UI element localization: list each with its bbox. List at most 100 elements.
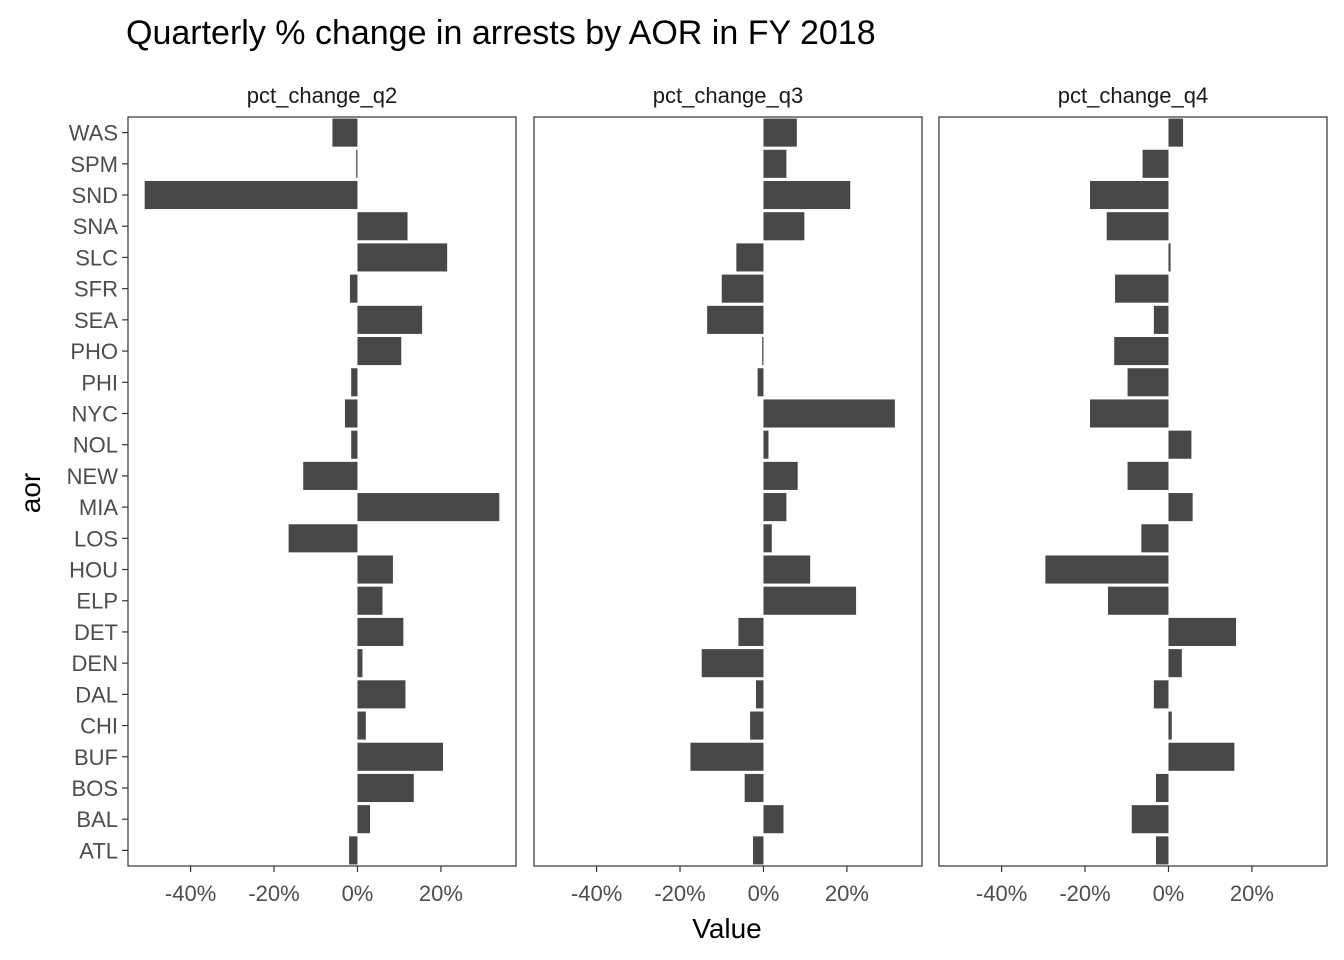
x-axis-title: Value	[692, 913, 762, 944]
x-tick-label: 20%	[419, 881, 463, 906]
x-tick-label: -20%	[248, 881, 299, 906]
bar-pct_change_q3-SNA	[763, 212, 805, 241]
bar-pct_change_q3-SLC	[736, 243, 764, 272]
bar-pct_change_q3-SEA	[707, 305, 764, 334]
bar-pct_change_q4-DEN	[1168, 649, 1182, 678]
y-axis-title: aor	[15, 473, 46, 513]
y-tick-label-BOS: BOS	[72, 776, 118, 801]
bar-pct_change_q2-ATL	[349, 836, 358, 865]
bar-pct_change_q3-PHO	[762, 337, 764, 366]
bar-pct_change_q3-ELP	[763, 586, 857, 615]
bar-pct_change_q4-BOS	[1155, 773, 1169, 803]
bar-pct_change_q2-NYC	[344, 399, 358, 428]
bar-pct_change_q2-HOU	[357, 555, 393, 584]
chart-panels: pct_change_q2 -40% -20% 0% 20% pct_change_q3 -…	[67, 83, 1328, 906]
bar-pct_change_q2-WAS	[332, 118, 358, 147]
y-tick-label-DEN: DEN	[72, 651, 118, 676]
bar-pct_change_q2-BUF	[357, 742, 443, 771]
bar-pct_change_q4-SLC	[1168, 243, 1171, 272]
y-tick-label-ELP: ELP	[76, 589, 118, 614]
x-tick-label: -40%	[976, 881, 1027, 906]
x-tick-label: 20%	[1230, 881, 1274, 906]
x-tick-label: 0%	[748, 881, 780, 906]
bar-pct_change_q3-SPM	[763, 149, 787, 178]
bar-pct_change_q3-DET	[738, 617, 764, 646]
panel-border-pct_change_q2	[127, 116, 517, 867]
bar-pct_change_q2-MIA	[357, 493, 500, 522]
bar-pct_change_q3-BUF	[690, 742, 764, 771]
panel-border-pct_change_q3	[533, 116, 923, 867]
bar-pct_change_q4-PHI	[1127, 368, 1169, 397]
bar-pct_change_q4-ATL	[1155, 836, 1169, 865]
bar-pct_change_q4-PHO	[1114, 337, 1169, 366]
bar-pct_change_q3-BAL	[763, 805, 784, 834]
x-tick-label: -20%	[1059, 881, 1110, 906]
bar-pct_change_q2-SLC	[357, 243, 448, 272]
bar-pct_change_q3-DEN	[701, 649, 764, 678]
bar-pct_change_q3-DAL	[755, 680, 764, 709]
bar-pct_change_q3-SFR	[721, 274, 764, 303]
y-tick-label-DAL: DAL	[75, 682, 118, 707]
bar-pct_change_q3-ATL	[753, 836, 764, 865]
bar-pct_change_q2-SNA	[357, 212, 408, 241]
bar-pct_change_q2-PHO	[357, 337, 402, 366]
y-tick-label-BUF: BUF	[74, 745, 118, 770]
bar-pct_change_q3-NOL	[763, 430, 769, 459]
bar-pct_change_q2-NOL	[351, 430, 358, 459]
x-tick-label: -40%	[571, 881, 622, 906]
x-tick-label: 0%	[1153, 881, 1185, 906]
bar-pct_change_q3-PHI	[757, 368, 764, 397]
y-tick-label-SPM: SPM	[70, 152, 118, 177]
y-tick-label-NYC: NYC	[72, 401, 119, 426]
bar-pct_change_q2-DEN	[357, 649, 363, 678]
bar-pct_change_q4-HOU	[1045, 555, 1169, 584]
y-tick-label-PHO: PHO	[70, 339, 118, 364]
y-tick-label-LOS: LOS	[74, 526, 118, 551]
bar-pct_change_q3-BOS	[744, 773, 764, 803]
y-tick-label-SND: SND	[72, 183, 118, 208]
y-tick-label-SLC: SLC	[75, 245, 118, 270]
y-tick-label-NEW: NEW	[67, 464, 119, 489]
y-tick-label-MIA: MIA	[79, 495, 118, 520]
bar-pct_change_q2-SPM	[356, 149, 358, 178]
bar-pct_change_q4-BUF	[1168, 742, 1235, 771]
bar-pct_change_q4-CHI	[1168, 711, 1172, 740]
bar-pct_change_q2-CHI	[357, 711, 366, 740]
bar-pct_change_q3-NYC	[763, 399, 895, 428]
bar-pct_change_q2-PHI	[351, 368, 358, 397]
y-tick-label-SNA: SNA	[73, 214, 119, 239]
bar-pct_change_q2-BAL	[357, 805, 370, 834]
bar-pct_change_q4-SPM	[1142, 149, 1169, 178]
facet-label-pct_change_q3: pct_change_q3	[653, 83, 803, 108]
bar-pct_change_q3-HOU	[763, 555, 811, 584]
bar-pct_change_q4-SEA	[1153, 305, 1169, 334]
x-tick-label: -40%	[165, 881, 216, 906]
bar-pct_change_q4-NEW	[1127, 461, 1169, 490]
bar-pct_change_q3-SND	[763, 180, 851, 210]
bar-pct_change_q3-LOS	[763, 524, 772, 553]
bar-pct_change_q4-ELP	[1107, 586, 1169, 615]
bar-pct_change_q2-ELP	[357, 586, 383, 615]
panel-border-pct_change_q4	[938, 116, 1328, 867]
bar-pct_change_q2-LOS	[288, 524, 358, 553]
x-tick-label: 0%	[342, 881, 374, 906]
bar-pct_change_q2-DAL	[357, 680, 406, 709]
bar-pct_change_q4-DET	[1168, 617, 1237, 646]
x-tick-label: 20%	[825, 881, 869, 906]
facet-label-pct_change_q2: pct_change_q2	[247, 83, 397, 108]
bar-pct_change_q2-DET	[357, 617, 404, 646]
bar-pct_change_q3-MIA	[763, 493, 787, 522]
bar-pct_change_q4-NOL	[1168, 430, 1192, 459]
bar-pct_change_q4-SFR	[1115, 274, 1169, 303]
bar-pct_change_q4-LOS	[1141, 524, 1169, 553]
bar-pct_change_q4-MIA	[1168, 493, 1193, 522]
bar-pct_change_q2-SEA	[357, 305, 423, 334]
y-tick-label-SEA: SEA	[74, 308, 118, 333]
y-tick-label-DET: DET	[74, 620, 118, 645]
bar-pct_change_q4-BAL	[1131, 805, 1169, 834]
bar-pct_change_q3-CHI	[750, 711, 764, 740]
y-tick-label-NOL: NOL	[73, 433, 118, 458]
y-tick-label-CHI: CHI	[80, 714, 118, 739]
bar-pct_change_q4-SND	[1090, 180, 1169, 210]
